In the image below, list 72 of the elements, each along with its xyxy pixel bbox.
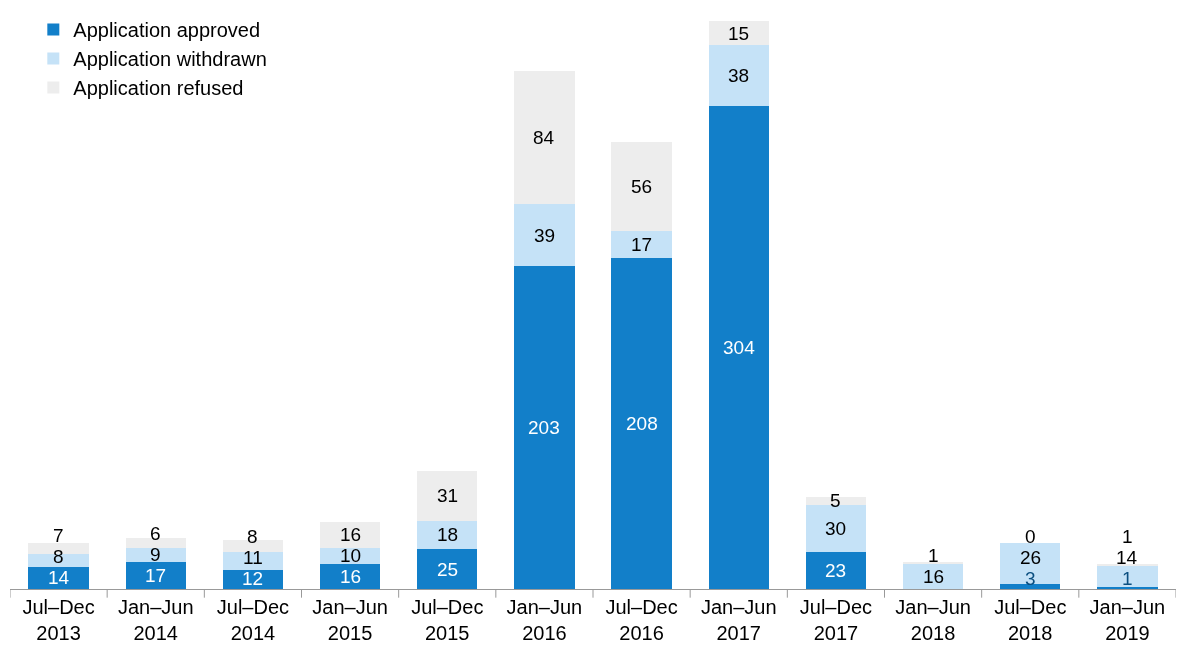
bar: [1097, 565, 1158, 588]
legend-label: Application withdrawn: [73, 48, 267, 71]
data-label: 38: [728, 65, 750, 86]
data-label: 56: [631, 176, 653, 197]
data-label: 17: [145, 565, 167, 586]
x-tick-label: Jan–Jun 2015: [312, 596, 388, 644]
bar: [514, 204, 575, 267]
bar: [611, 231, 672, 259]
data-label: 8: [247, 526, 258, 547]
legend-label: Application approved: [73, 19, 261, 42]
bar: [1000, 542, 1061, 585]
bar: [708, 105, 769, 589]
bar: [222, 552, 284, 570]
data-label: 31: [437, 485, 459, 506]
data-label: 39: [534, 225, 556, 246]
data-label: 30: [825, 518, 847, 539]
data-label: 3: [1025, 568, 1036, 589]
data-label: 6: [150, 523, 161, 544]
data-label: 1: [1122, 526, 1133, 547]
bar: [611, 142, 672, 232]
bar: [708, 45, 769, 106]
bar: [514, 70, 575, 205]
data-label: 15: [728, 23, 750, 44]
data-label: 0: [1025, 526, 1036, 547]
x-tick-label: Jan–Jun 2016: [506, 596, 583, 644]
bar: [319, 522, 381, 548]
data-label: 84: [533, 127, 555, 148]
x-tick-label: Jul–Dec 2015: [411, 596, 484, 644]
data-label: 16: [340, 566, 362, 587]
data-label: 1: [1122, 568, 1133, 589]
data-label: 11: [243, 547, 263, 568]
bar: [125, 561, 186, 589]
data-label: 25: [437, 559, 459, 580]
data-label: 10: [340, 545, 362, 566]
data-label: 16: [340, 524, 362, 545]
x-tick-label: Jan–Jun 2018: [895, 596, 971, 644]
bar: [805, 552, 867, 589]
bar: [611, 258, 672, 589]
x-tick-label: Jan–Jun 2019: [1089, 596, 1166, 644]
data-label: 9: [150, 544, 161, 565]
x-tick-label: Jan–Jun 2017: [700, 596, 777, 644]
bar: [514, 266, 575, 589]
bar: [708, 21, 769, 46]
data-label: 17: [631, 234, 653, 255]
bar: [1000, 584, 1061, 589]
bar: [417, 549, 478, 589]
x-tick-label: Jul–Dec 2013: [22, 596, 95, 644]
bar: [28, 566, 89, 589]
x-tick-label: Jul–Dec 2016: [605, 596, 678, 644]
x-tick-label: Jan–Jun 2014: [117, 596, 194, 644]
data-label: 26: [1020, 547, 1042, 568]
bar: [417, 471, 478, 521]
data-label: 14: [48, 567, 70, 588]
data-label: 208: [626, 413, 658, 434]
bar: [805, 496, 867, 505]
data-label: 1: [928, 545, 939, 566]
data-label: 12: [242, 568, 264, 589]
data-label: 18: [437, 524, 459, 545]
x-tick-label: Jul–Dec 2018: [994, 596, 1067, 644]
data-label: 304: [723, 337, 756, 358]
data-label: 23: [825, 560, 847, 581]
bar: [125, 538, 186, 548]
data-label: 5: [830, 490, 841, 511]
bar: [902, 561, 964, 564]
x-tick-label: Jul–Dec 2014: [216, 596, 290, 644]
x-tick-label: Jul–Dec 2017: [799, 596, 873, 644]
data-label: 203: [528, 417, 560, 438]
data-label: 16: [923, 566, 945, 587]
legend-label: Application refused: [73, 77, 244, 100]
data-label: 8: [53, 546, 64, 567]
data-label: 7: [53, 525, 64, 546]
data-label: 14: [1116, 547, 1138, 568]
